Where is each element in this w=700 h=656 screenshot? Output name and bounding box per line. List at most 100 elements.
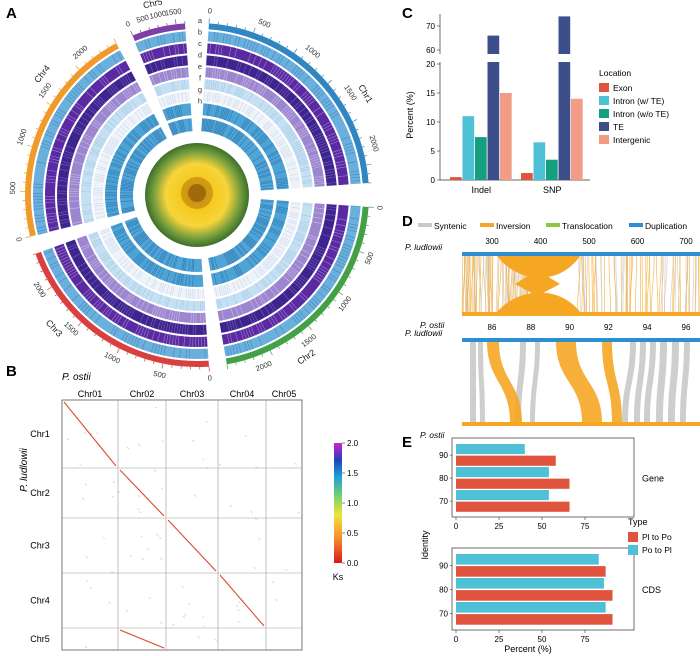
circos-density-stripe: [328, 110, 338, 117]
circos-density-stripe: [247, 52, 252, 63]
circos-density-stripe: [36, 226, 47, 229]
c-legend-label: TE: [613, 122, 624, 132]
circos-density-stripe: [259, 308, 266, 318]
circos-density-stripe: [276, 139, 286, 146]
circos-density-stripe: [315, 247, 325, 253]
circos-density-stripe: [315, 137, 325, 142]
d-legend-label: Syntenic: [434, 221, 467, 231]
circos-density-stripe: [287, 219, 298, 223]
d-axis-tick-label: 96: [682, 323, 691, 332]
circos-track-3-chr3: [65, 239, 207, 335]
circos-tick: [109, 343, 112, 347]
circos-density-stripe: [257, 134, 267, 143]
circos-density-stripe: [298, 159, 308, 164]
circos-density-stripe: [315, 111, 325, 118]
circos-density-stripe: [274, 328, 280, 338]
dotplot-noise-point: [275, 599, 278, 601]
circos-density-stripe: [170, 69, 174, 80]
circos-density-stripe: [206, 91, 209, 102]
circos-density-stripe: [260, 184, 274, 188]
circos-density-stripe: [277, 311, 284, 321]
circos-density-stripe: [308, 234, 318, 239]
d-synteny-link: [584, 254, 588, 314]
circos-density-stripe: [185, 91, 188, 102]
panel-a-letter: A: [6, 5, 17, 22]
c-legend-label: Intergenic: [613, 135, 651, 145]
circos-density-stripe: [105, 145, 115, 151]
circos-density-stripe: [176, 56, 179, 67]
circos-tick-label: 2000: [71, 43, 90, 61]
circos-tick-label: 2000: [368, 134, 381, 153]
circos-density-stripe: [255, 164, 268, 171]
circos-density-stripe: [69, 178, 80, 181]
circos-density-stripe: [258, 100, 265, 109]
circos-density-stripe: [112, 158, 124, 165]
circos-density-stripe: [142, 239, 152, 250]
circos-density-stripe: [87, 107, 96, 115]
circos-density-stripe: [62, 155, 73, 160]
circos-density-stripe: [340, 249, 351, 254]
circos-density-stripe: [257, 213, 271, 219]
circos-density-stripe: [116, 233, 128, 240]
circos-density-stripe: [214, 68, 217, 79]
circos-density-stripe: [184, 324, 187, 335]
circos-density-stripe: [135, 298, 141, 308]
d-synteny-link: [502, 254, 505, 314]
circos-density-stripe: [106, 309, 114, 318]
circos-density-stripe: [131, 282, 138, 292]
d-axis-tick-label: 300: [485, 237, 499, 246]
circos-track-2-chr3: [54, 243, 208, 347]
circos-track-5-chr2: [215, 202, 313, 310]
circos-density-stripe: [95, 137, 105, 143]
circos-density-stripe: [311, 221, 322, 224]
d-synteny-link: [651, 254, 655, 314]
circos-density-stripe: [181, 257, 185, 271]
d-species-bottom: P. ostii: [420, 430, 446, 440]
circos-density-stripe: [205, 324, 208, 335]
circos-track-8-chr4: [120, 127, 167, 214]
circos-density-stripe: [61, 226, 71, 230]
circos-density-stripe: [169, 107, 174, 119]
circos-density-stripe: [108, 139, 118, 146]
circos-density-stripe: [329, 273, 338, 280]
circos-density-stripe: [137, 235, 148, 244]
circos-density-stripe: [280, 146, 290, 152]
d-synteny-ribbon: [470, 341, 476, 423]
circos-density-stripe: [296, 126, 306, 133]
circos-density-stripe: [226, 346, 229, 356]
circos-density-stripe: [299, 222, 310, 226]
circos-density-stripe: [70, 273, 79, 280]
circos-density-stripe: [120, 183, 134, 186]
circos-density-stripe: [328, 247, 339, 252]
d-synteny-link: [577, 254, 581, 314]
circos-density-stripe: [181, 79, 184, 90]
dotplot-noise-point: [140, 535, 143, 538]
circos-density-stripe: [284, 254, 294, 261]
circos-density-stripe: [206, 103, 210, 116]
circos-density-stripe: [300, 133, 310, 139]
circos-density-stripe: [344, 237, 355, 242]
circos-density-stripe: [144, 65, 149, 75]
circos-tick: [261, 354, 264, 357]
circos-density-stripe: [214, 105, 218, 118]
circos-density-stripe: [302, 306, 311, 315]
circos-density-stripe: [105, 201, 118, 204]
dotplot-alignments: [63, 401, 301, 649]
d-synteny-ribbon: [556, 341, 602, 423]
circos-density-stripe: [239, 278, 245, 288]
circos-density-stripe: [312, 106, 321, 113]
circos-density-stripe: [260, 321, 266, 331]
circos-density-stripe: [171, 286, 175, 297]
circos-density-stripe: [152, 265, 160, 276]
circos-density-stripe: [92, 121, 101, 128]
circos-density-stripe: [82, 305, 90, 313]
d-synteny-link: [480, 254, 484, 314]
circos-density-stripe: [49, 229, 60, 233]
chromosome-label-3: Chr3: [44, 318, 65, 339]
circos-density-stripe: [282, 257, 291, 265]
circos-density-stripe: [33, 205, 44, 207]
circos-density-stripe: [120, 189, 134, 191]
circos-tick: [43, 111, 47, 114]
circos-density-stripe: [63, 153, 73, 157]
circos-density-stripe: [253, 130, 263, 140]
